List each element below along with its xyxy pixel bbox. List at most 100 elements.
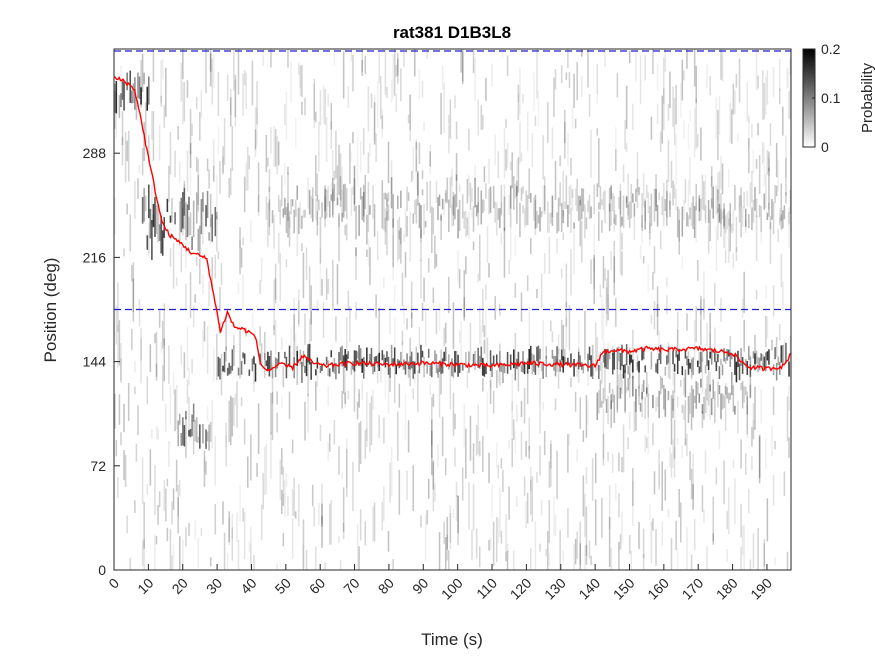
heat-cell: [321, 516, 323, 527]
heat-cell: [264, 353, 266, 360]
heat-cell: [203, 450, 206, 487]
heat-cell: [216, 215, 218, 252]
heat-cell: [693, 108, 696, 158]
heat-cell: [205, 429, 207, 449]
heat-cell: [661, 95, 663, 144]
heat-cell: [567, 204, 569, 228]
heat-cell: [313, 78, 316, 121]
heat-cell: [662, 57, 665, 104]
heat-cell: [120, 65, 122, 92]
heat-cell: [635, 49, 637, 82]
heat-cell: [551, 196, 554, 227]
heat-cell: [585, 395, 588, 438]
heat-cell: [294, 511, 297, 519]
heat-cell: [556, 358, 558, 373]
heat-cell: [508, 439, 510, 449]
heat-cell: [480, 105, 483, 131]
heat-cell: [209, 421, 212, 442]
heat-cell: [601, 295, 603, 340]
heat-cell: [195, 157, 198, 172]
heat-cell: [599, 351, 602, 372]
heat-cell: [780, 345, 783, 363]
heat-cell: [656, 64, 659, 91]
heat-cell: [264, 331, 266, 378]
heat-cell: [485, 183, 487, 199]
heat-cell: [721, 364, 724, 376]
heat-cell: [639, 245, 642, 260]
heat-cell: [245, 162, 247, 191]
heat-cell: [154, 464, 156, 516]
heat-cell: [579, 521, 582, 565]
heat-cell: [687, 351, 690, 366]
heat-cell: [438, 363, 441, 373]
heat-cell: [426, 510, 428, 525]
heat-cell: [655, 397, 657, 412]
heat-cell: [192, 421, 195, 455]
heat-cell: [446, 534, 449, 561]
heat-cell: [734, 478, 736, 525]
heat-cell: [406, 470, 408, 500]
heat-cell: [143, 539, 145, 570]
heat-cell: [285, 356, 288, 379]
heat-cell: [214, 254, 217, 279]
heat-cell: [423, 121, 425, 132]
heat-cell: [721, 50, 724, 81]
heat-cell: [717, 208, 719, 241]
heat-cell: [492, 355, 495, 365]
heat-cell: [706, 322, 708, 346]
heat-cell: [335, 130, 337, 179]
heat-cell: [195, 417, 198, 443]
heat-cell: [246, 146, 249, 191]
heat-cell: [217, 251, 220, 260]
heat-cell: [216, 174, 218, 211]
heat-cell: [499, 350, 501, 372]
heat-cell: [219, 358, 221, 380]
heat-cell: [615, 298, 617, 327]
heat-cell: [452, 302, 455, 350]
heat-cell: [709, 371, 711, 420]
heat-cell: [754, 334, 756, 371]
heat-cell: [472, 206, 475, 232]
heat-cell: [749, 182, 752, 208]
heat-cell: [542, 401, 544, 411]
heat-cell: [366, 347, 368, 367]
heat-cell: [788, 212, 790, 225]
heat-cell: [140, 87, 142, 105]
heat-cell: [734, 354, 736, 375]
heat-cell: [647, 263, 650, 293]
heat-cell: [573, 73, 575, 108]
heat-cell: [766, 316, 769, 339]
heat-cell: [441, 65, 444, 90]
heat-cell: [366, 428, 368, 448]
heat-cell: [427, 257, 430, 273]
heat-cell: [615, 126, 617, 149]
heat-cell: [126, 515, 128, 534]
heat-cell: [511, 401, 513, 437]
heat-cell: [673, 184, 676, 199]
heat-cell: [444, 322, 447, 344]
heat-cell: [511, 437, 513, 468]
heat-cell: [418, 202, 421, 229]
heat-cell: [755, 198, 758, 218]
heat-cell: [516, 159, 518, 179]
heat-cell: [129, 214, 132, 252]
heat-cell: [763, 143, 766, 187]
heat-cell: [420, 228, 422, 262]
heat-cell: [661, 196, 663, 215]
heat-cell: [494, 296, 496, 320]
heat-cell: [124, 454, 127, 487]
heat-cell: [775, 363, 778, 381]
heat-cell: [574, 188, 577, 206]
series-line: [114, 76, 791, 372]
heat-cell: [649, 238, 651, 247]
heat-cell: [749, 559, 752, 570]
heat-cell: [149, 208, 152, 239]
heat-cell: [512, 419, 515, 440]
heat-cell: [598, 364, 600, 380]
heat-cell: [743, 524, 745, 570]
heat-cell: [599, 379, 602, 408]
heat-cell: [550, 443, 552, 487]
heat-cell: [387, 141, 390, 184]
heat-cell: [358, 389, 360, 408]
heat-cell: [211, 58, 213, 105]
